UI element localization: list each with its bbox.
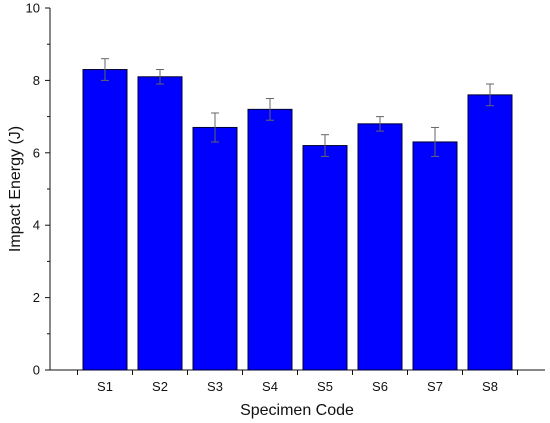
error-bars-group [101, 58, 494, 157]
y-tick-label: 0 [33, 363, 40, 378]
x-tick-label: S8 [482, 379, 498, 394]
x-tick-label: S7 [427, 379, 443, 394]
x-tick-label: S5 [317, 379, 333, 394]
error-bar-s3 [211, 112, 219, 143]
y-tick-label: 4 [33, 218, 40, 233]
bar-s8 [467, 94, 513, 371]
y-tick-label: 6 [33, 145, 40, 160]
x-tick-label: S1 [97, 379, 113, 394]
x-tick-label: S2 [152, 379, 168, 394]
y-tick-label: 10 [26, 1, 40, 16]
error-bar-s2 [156, 69, 164, 85]
error-bar-s6 [376, 116, 384, 132]
bar-s5 [302, 145, 348, 371]
error-bar-s4 [266, 98, 274, 121]
bar-s6 [357, 123, 403, 371]
bar-s2 [137, 76, 183, 371]
error-bar-s1 [101, 58, 109, 81]
error-bar-s7 [431, 126, 439, 157]
bar-s1 [82, 69, 128, 371]
bar-s7 [412, 141, 458, 371]
bar-s3 [192, 126, 238, 371]
x-tick-label: S6 [372, 379, 388, 394]
x-tick-label: S3 [207, 379, 223, 394]
bar-s4 [247, 108, 293, 371]
y-axis-title: Impact Energy (J) [7, 126, 24, 252]
bars-group [82, 69, 513, 371]
x-axis: S1 S2 S3 S4 S5 S6 S7 S8 [50, 369, 545, 394]
y-axis: 0 2 4 6 8 10 [26, 1, 51, 378]
y-tick-label: 2 [33, 290, 40, 305]
x-tick-label: S4 [262, 379, 278, 394]
x-axis-title: Specimen Code [240, 402, 354, 419]
error-bar-s8 [486, 83, 494, 107]
y-tick-label: 8 [33, 73, 40, 88]
error-bar-s5 [321, 134, 329, 157]
